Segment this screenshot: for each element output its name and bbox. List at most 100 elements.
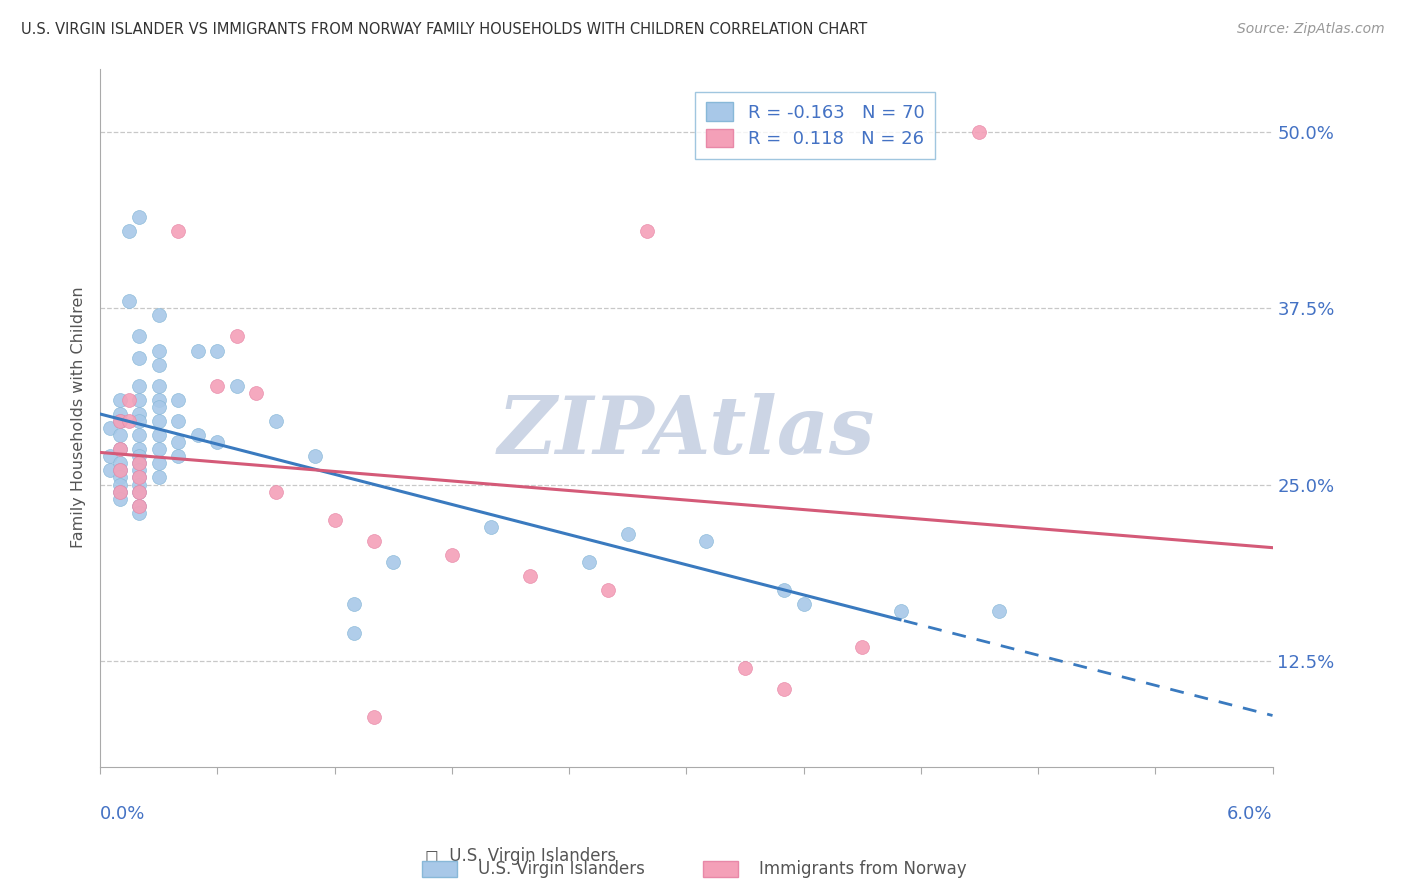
Point xyxy=(148,392,170,407)
Point xyxy=(363,710,385,724)
Y-axis label: Family Households with Children: Family Households with Children xyxy=(72,286,86,549)
Point xyxy=(598,583,620,598)
Point xyxy=(343,625,366,640)
Text: U.S. VIRGIN ISLANDER VS IMMIGRANTS FROM NORWAY FAMILY HOUSEHOLDS WITH CHILDREN C: U.S. VIRGIN ISLANDER VS IMMIGRANTS FROM … xyxy=(21,22,868,37)
Point xyxy=(148,470,170,484)
Point xyxy=(118,294,141,309)
Point xyxy=(108,392,131,407)
Point xyxy=(616,527,638,541)
Point xyxy=(167,224,190,238)
Point xyxy=(148,343,170,358)
Point xyxy=(98,421,121,435)
Point xyxy=(128,329,150,343)
Text: U.S. Virgin Islanders: U.S. Virgin Islanders xyxy=(478,860,645,878)
Text: ◻  U.S. Virgin Islanders: ◻ U.S. Virgin Islanders xyxy=(425,847,616,865)
Point xyxy=(128,470,150,484)
Point xyxy=(734,661,756,675)
Point xyxy=(128,484,150,499)
Point xyxy=(128,379,150,393)
Point xyxy=(988,604,1011,618)
Point xyxy=(851,640,873,654)
Text: 6.0%: 6.0% xyxy=(1227,805,1272,823)
Point xyxy=(128,414,150,428)
Point xyxy=(128,484,150,499)
Point xyxy=(969,125,991,139)
Point xyxy=(108,407,131,421)
Point xyxy=(148,414,170,428)
Point xyxy=(128,456,150,470)
Point xyxy=(167,435,190,450)
Point xyxy=(695,533,717,548)
Point xyxy=(108,414,131,428)
Point xyxy=(793,598,815,612)
Point xyxy=(479,520,502,534)
Point xyxy=(108,428,131,442)
Point xyxy=(207,379,229,393)
Legend: R = -0.163   N = 70, R =  0.118   N = 26: R = -0.163 N = 70, R = 0.118 N = 26 xyxy=(696,92,935,159)
Point xyxy=(108,442,131,457)
Point xyxy=(118,414,141,428)
Point xyxy=(636,224,658,238)
Point xyxy=(225,329,247,343)
Point xyxy=(98,463,121,477)
Point xyxy=(128,506,150,520)
Point xyxy=(108,484,131,499)
Point xyxy=(207,435,229,450)
Point xyxy=(128,351,150,365)
Point xyxy=(108,470,131,484)
Point xyxy=(128,392,150,407)
Point xyxy=(167,392,190,407)
Point xyxy=(108,456,131,470)
Point xyxy=(323,513,346,527)
Point xyxy=(264,414,287,428)
Point xyxy=(128,450,150,464)
Point xyxy=(773,583,796,598)
Point xyxy=(519,569,541,583)
Point xyxy=(207,343,229,358)
Point xyxy=(440,548,463,562)
Point xyxy=(167,450,190,464)
Point xyxy=(343,598,366,612)
Point xyxy=(148,428,170,442)
Point xyxy=(148,400,170,414)
Point xyxy=(245,385,267,400)
Point xyxy=(225,379,247,393)
Text: Immigrants from Norway: Immigrants from Norway xyxy=(759,860,967,878)
Point xyxy=(128,463,150,477)
Point xyxy=(128,470,150,484)
Point xyxy=(128,477,150,491)
Point xyxy=(264,484,287,499)
Point xyxy=(128,428,150,442)
Point xyxy=(118,224,141,238)
Point xyxy=(128,456,150,470)
Point xyxy=(108,442,131,457)
Point xyxy=(128,442,150,457)
Point xyxy=(148,358,170,372)
Point xyxy=(108,484,131,499)
Point xyxy=(128,210,150,224)
Text: ZIPAtlas: ZIPAtlas xyxy=(498,392,875,470)
Point xyxy=(773,681,796,696)
Point xyxy=(108,491,131,506)
Point xyxy=(128,499,150,513)
Point xyxy=(128,499,150,513)
Point xyxy=(578,555,600,569)
Point xyxy=(187,428,209,442)
Text: Source: ZipAtlas.com: Source: ZipAtlas.com xyxy=(1237,22,1385,37)
Point xyxy=(363,533,385,548)
Text: 0.0%: 0.0% xyxy=(100,805,145,823)
Point xyxy=(118,392,141,407)
Point xyxy=(167,414,190,428)
Point xyxy=(148,456,170,470)
Point xyxy=(148,442,170,457)
Point xyxy=(148,308,170,322)
Point xyxy=(187,343,209,358)
Point xyxy=(108,477,131,491)
Point xyxy=(98,450,121,464)
Point xyxy=(148,379,170,393)
Point xyxy=(890,604,912,618)
Point xyxy=(108,463,131,477)
Point xyxy=(382,555,405,569)
Point xyxy=(108,463,131,477)
Point xyxy=(128,407,150,421)
